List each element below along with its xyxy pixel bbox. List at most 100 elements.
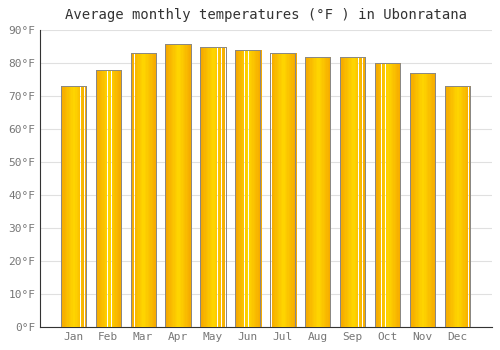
Bar	[423, 73, 424, 327]
Bar	[212, 47, 214, 327]
Bar	[156, 54, 157, 327]
Bar	[350, 57, 352, 327]
Bar	[186, 44, 188, 327]
Bar	[415, 73, 416, 327]
Bar	[72, 86, 74, 327]
Bar	[422, 73, 423, 327]
Bar	[117, 70, 118, 327]
Bar	[255, 50, 256, 327]
Bar	[354, 57, 356, 327]
Bar	[100, 70, 101, 327]
Bar	[247, 50, 248, 327]
Bar	[426, 73, 427, 327]
Bar	[470, 86, 471, 327]
Bar	[60, 86, 86, 327]
Bar	[290, 54, 292, 327]
Bar	[256, 50, 258, 327]
Bar	[282, 54, 284, 327]
Bar	[392, 63, 394, 327]
Bar	[384, 63, 386, 327]
Bar	[292, 54, 294, 327]
Bar	[130, 54, 132, 327]
Bar	[318, 57, 320, 327]
Bar	[270, 54, 295, 327]
Bar	[400, 63, 402, 327]
Bar	[312, 57, 313, 327]
Bar	[110, 70, 112, 327]
Bar	[432, 73, 434, 327]
Bar	[182, 44, 184, 327]
Bar	[138, 54, 140, 327]
Bar	[82, 86, 83, 327]
Bar	[106, 70, 108, 327]
Bar	[454, 86, 456, 327]
Bar	[322, 57, 324, 327]
Bar	[104, 70, 105, 327]
Bar	[467, 86, 468, 327]
Bar	[142, 54, 144, 327]
Bar	[174, 44, 176, 327]
Bar	[216, 47, 218, 327]
Bar	[420, 73, 422, 327]
Bar	[412, 73, 414, 327]
Bar	[460, 86, 462, 327]
Bar	[176, 44, 178, 327]
Bar	[226, 47, 227, 327]
Bar	[388, 63, 390, 327]
Bar	[236, 50, 238, 327]
Bar	[309, 57, 310, 327]
Bar	[239, 50, 240, 327]
Bar	[270, 54, 272, 327]
Bar	[114, 70, 116, 327]
Bar	[346, 57, 348, 327]
Bar	[102, 70, 104, 327]
Bar	[360, 57, 361, 327]
Bar	[387, 63, 388, 327]
Bar	[344, 57, 345, 327]
Bar	[375, 63, 400, 327]
Bar	[466, 86, 467, 327]
Bar	[391, 63, 392, 327]
Bar	[272, 54, 273, 327]
Bar	[306, 57, 308, 327]
Bar	[326, 57, 328, 327]
Bar	[448, 86, 450, 327]
Bar	[141, 54, 142, 327]
Bar	[208, 47, 210, 327]
Bar	[313, 57, 314, 327]
Bar	[150, 54, 152, 327]
Bar	[132, 54, 133, 327]
Bar	[281, 54, 282, 327]
Bar	[222, 47, 223, 327]
Bar	[166, 44, 190, 327]
Bar	[428, 73, 430, 327]
Bar	[328, 57, 329, 327]
Bar	[244, 50, 246, 327]
Bar	[206, 47, 207, 327]
Bar	[382, 63, 383, 327]
Bar	[236, 50, 260, 327]
Bar	[76, 86, 78, 327]
Bar	[352, 57, 353, 327]
Bar	[200, 47, 226, 327]
Bar	[219, 47, 220, 327]
Bar	[152, 54, 153, 327]
Bar	[83, 86, 84, 327]
Bar	[86, 86, 87, 327]
Bar	[243, 50, 244, 327]
Bar	[414, 73, 415, 327]
Bar	[427, 73, 428, 327]
Bar	[96, 70, 121, 327]
Bar	[62, 86, 64, 327]
Bar	[96, 70, 97, 327]
Bar	[202, 47, 203, 327]
Title: Average monthly temperatures (°F ) in Ubonratana: Average monthly temperatures (°F ) in Ub…	[65, 8, 467, 22]
Bar	[154, 54, 156, 327]
Bar	[419, 73, 420, 327]
Bar	[321, 57, 322, 327]
Bar	[242, 50, 243, 327]
Bar	[240, 50, 242, 327]
Bar	[431, 73, 432, 327]
Bar	[190, 44, 192, 327]
Bar	[178, 44, 180, 327]
